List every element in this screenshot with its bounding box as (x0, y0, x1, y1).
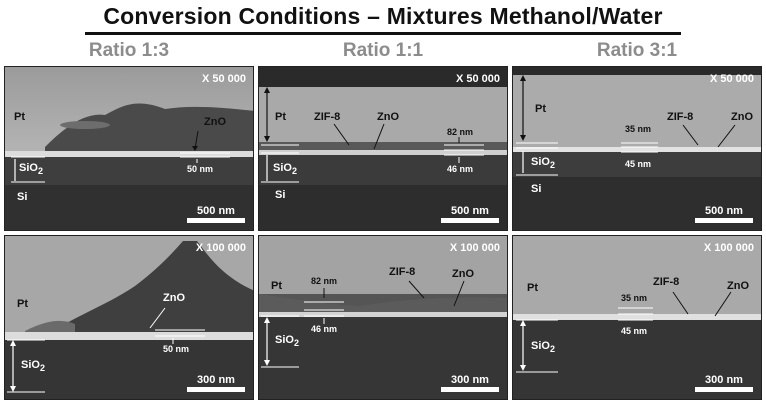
column-heading-ratio-3-1: Ratio 3:1 (596, 40, 678, 61)
label-zif-8: ZIF-8 (667, 111, 694, 123)
label-sio2: SiO2 (275, 334, 299, 349)
scale-bar: 300 nm (441, 374, 499, 392)
label-pt: Pt (271, 280, 282, 292)
label-zno: ZnO (727, 280, 749, 292)
thickness-label-bottom: 46 nm (447, 164, 474, 174)
thickness-label: 50 nm (163, 344, 190, 354)
sem-panel-ratio-1-3-x50000: Pt ZnO SiO2 Si 50 nm X 50 000 500 nm (4, 66, 254, 231)
title-underline (85, 32, 681, 35)
sem-panel-ratio-1-3-x100000: Pt ZnO 50 nm SiO2 X 100 000 300 nm (4, 235, 254, 400)
label-zno: ZnO (204, 116, 226, 128)
label-pt: Pt (17, 298, 28, 310)
label-pt: Pt (527, 282, 538, 294)
thickness-label-top: 35 nm (625, 124, 652, 134)
label-si: Si (275, 189, 286, 201)
thickness-label: 50 nm (187, 164, 214, 174)
sem-image (259, 236, 507, 399)
label-pt: Pt (275, 111, 286, 123)
thickness-label-top: 82 nm (447, 127, 474, 137)
magnification-label: X 100 000 (449, 242, 500, 254)
sem-image (513, 236, 761, 399)
sem-panel-ratio-3-1-x50000: Pt ZIF-8 ZnO 35 nm 45 nm SiO2 Si X 50 00… (512, 66, 762, 231)
magnification-label: X 50 000 (455, 73, 500, 85)
thickness-label-bottom: 45 nm (625, 159, 652, 169)
label-zno: ZnO (163, 292, 185, 304)
label-sio2: SiO2 (531, 340, 555, 355)
column-heading-ratio-1-1: Ratio 1:1 (342, 40, 424, 61)
label-sio2: SiO2 (273, 162, 297, 177)
label-sio2: SiO2 (19, 162, 43, 177)
label-si: Si (17, 191, 28, 203)
label-si: Si (531, 183, 542, 195)
magnification-label: X 100 000 (703, 242, 754, 254)
figure-title: Conversion Conditions – Mixtures Methano… (103, 3, 663, 29)
label-zno: ZnO (452, 268, 474, 280)
scale-bar: 300 nm (187, 374, 245, 392)
label-pt: Pt (535, 103, 546, 115)
scale-bar: 300 nm (695, 374, 753, 392)
label-zif-8: ZIF-8 (314, 111, 341, 123)
thickness-label-bottom: 46 nm (311, 324, 338, 334)
magnification-label: X 50 000 (709, 73, 754, 85)
column-heading-ratio-1-3: Ratio 1:3 (88, 40, 170, 61)
sem-panel-ratio-1-1-x100000: Pt ZIF-8 ZnO 82 nm 46 nm SiO2 X 100 000 … (258, 235, 508, 400)
scale-bar: 500 nm (441, 205, 499, 223)
label-sio2: SiO2 (21, 359, 45, 374)
magnification-label: X 50 000 (201, 73, 246, 85)
label-zif-8: ZIF-8 (389, 266, 416, 278)
sem-image (5, 236, 253, 399)
magnification-label: X 100 000 (195, 242, 246, 254)
label-sio2: SiO2 (531, 156, 555, 171)
label-zno: ZnO (377, 111, 399, 123)
thickness-label-top: 82 nm (311, 276, 338, 286)
scale-bar: 500 nm (695, 205, 753, 223)
label-zif-8: ZIF-8 (653, 276, 680, 288)
label-pt: Pt (14, 111, 25, 123)
scale-bar: 500 nm (187, 205, 245, 223)
sem-panel-ratio-1-1-x50000: Pt ZIF-8 ZnO 82 nm 46 nm SiO2 Si X 50 00… (258, 66, 508, 231)
sem-image (259, 67, 507, 230)
sem-panel-ratio-3-1-x100000: Pt ZIF-8 ZnO 35 nm 45 nm SiO2 X 100 000 … (512, 235, 762, 400)
thickness-label-top: 35 nm (621, 293, 648, 303)
label-zno: ZnO (731, 111, 753, 123)
thickness-label-bottom: 45 nm (621, 326, 648, 336)
